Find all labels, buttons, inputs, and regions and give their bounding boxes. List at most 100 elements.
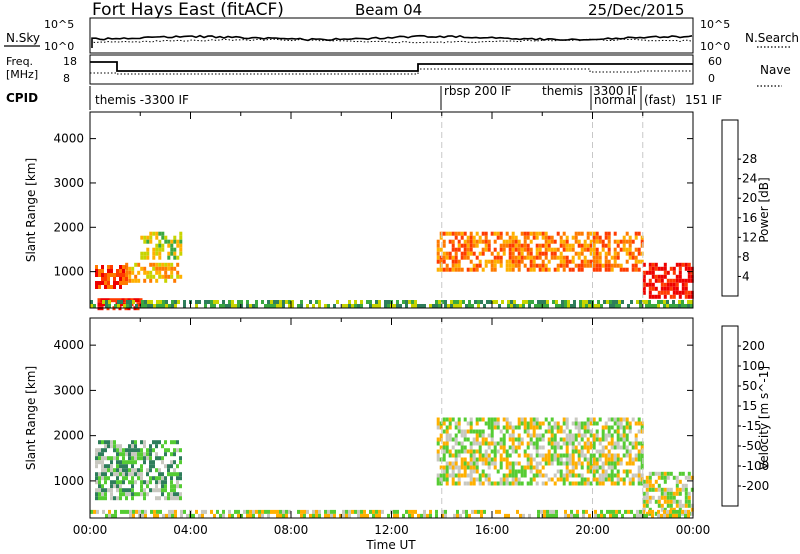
- heatmap-cell: [637, 477, 641, 482]
- heatmap-cell: [475, 255, 479, 260]
- heatmap-cell: [210, 300, 213, 304]
- heatmap-cell: [445, 251, 449, 256]
- heatmap-cell: [628, 441, 632, 446]
- heatmap-cell: [678, 479, 682, 484]
- heatmap-cell: [98, 440, 101, 445]
- heatmap-cell: [642, 507, 646, 512]
- heatmap-cell: [511, 243, 515, 248]
- heatmap-cell: [442, 421, 446, 426]
- heatmap-cell: [399, 304, 402, 308]
- heatmap-cell: [155, 247, 159, 252]
- heatmap-cell: [574, 417, 578, 422]
- heatmap-cell: [436, 473, 440, 478]
- heatmap-cell: [586, 445, 590, 450]
- heatmap-cell: [678, 290, 682, 295]
- heatmap-cell: [123, 509, 126, 514]
- heatmap-cell: [122, 480, 125, 485]
- heatmap-cell: [642, 509, 645, 514]
- heatmap-cell: [134, 468, 137, 473]
- heatmap-cell: [144, 509, 147, 514]
- heatmap-cell: [474, 509, 477, 514]
- heatmap-cell: [645, 479, 649, 484]
- heatmap-cell: [580, 243, 584, 248]
- heatmap-cell: [571, 235, 575, 240]
- heatmap-cell: [538, 445, 542, 450]
- heatmap-cell: [158, 468, 161, 473]
- heatmap-cell: [574, 421, 578, 426]
- colorbar-tick-label: -100: [742, 459, 769, 473]
- heatmap-cell: [559, 461, 563, 466]
- heatmap-cell: [125, 476, 128, 481]
- heatmap-cell: [493, 231, 497, 236]
- heatmap-cell: [222, 300, 225, 304]
- heatmap-cell: [577, 433, 581, 438]
- heatmap-cell: [258, 513, 261, 518]
- heatmap-cell: [576, 509, 579, 514]
- heatmap-cell: [535, 481, 539, 486]
- heatmap-cell: [123, 304, 126, 308]
- heatmap-cell: [499, 453, 503, 458]
- heatmap-cell: [582, 509, 585, 514]
- heatmap-cell: [468, 304, 471, 308]
- heatmap-cell: [571, 469, 575, 474]
- heatmap-cell: [690, 266, 694, 271]
- heatmap-cell: [146, 480, 149, 485]
- heatmap-cell: [586, 441, 590, 446]
- heatmap-cell: [291, 300, 294, 304]
- heatmap-cell: [642, 290, 646, 295]
- heatmap-cell: [451, 239, 455, 244]
- heatmap-cell: [442, 267, 446, 272]
- heatmap-cell: [598, 267, 602, 272]
- heatmap-cell: [574, 449, 578, 454]
- heatmap-cell: [669, 507, 673, 512]
- heatmap-cell: [663, 491, 667, 496]
- heatmap-cell: [648, 294, 652, 299]
- beam-label: Beam 04: [355, 1, 422, 19]
- heatmap-cell: [420, 513, 423, 518]
- heatmap-cell: [577, 421, 581, 426]
- heatmap-cell: [411, 304, 414, 308]
- heatmap-cell: [237, 304, 240, 308]
- heatmap-cell: [495, 509, 498, 514]
- heatmap-cell: [451, 259, 455, 264]
- heatmap-cell: [156, 509, 159, 514]
- heatmap-cell: [478, 259, 482, 264]
- cpid-segment: themis -3300 IF: [95, 93, 189, 107]
- heatmap-cell: [553, 267, 557, 272]
- heatmap-cell: [429, 509, 432, 514]
- heatmap-cell: [122, 472, 125, 477]
- heatmap-cell: [634, 267, 638, 272]
- heatmap-cell: [131, 488, 134, 493]
- heatmap-cell: [436, 247, 440, 252]
- heatmap-cell: [612, 300, 615, 304]
- heatmap-cell: [457, 473, 461, 478]
- heatmap-cell: [149, 480, 152, 485]
- heatmap-cell: [122, 460, 125, 465]
- heatmap-cell: [171, 513, 174, 518]
- heatmap-cell: [436, 417, 440, 422]
- heatmap-cell: [128, 278, 132, 283]
- heatmap-cell: [619, 477, 623, 482]
- heatmap-cell: [544, 453, 548, 458]
- heatmap-cell: [571, 457, 575, 462]
- heatmap-cell: [135, 304, 138, 308]
- heatmap-cell: [526, 461, 530, 466]
- heatmap-cell: [690, 270, 694, 275]
- heatmap-cell: [240, 304, 243, 308]
- heatmap-cell: [436, 267, 440, 272]
- heatmap-cell: [568, 437, 572, 442]
- heatmap-cell: [637, 251, 641, 256]
- heatmap-cell: [577, 243, 581, 248]
- heatmap-cell: [481, 469, 485, 474]
- heatmap-cell: [690, 294, 694, 299]
- heatmap-cell: [128, 480, 131, 485]
- heatmap-cell: [171, 509, 174, 514]
- heatmap-cell: [173, 235, 177, 240]
- heatmap-cell: [478, 263, 482, 268]
- heatmap-cell: [604, 243, 608, 248]
- heatmap-cell: [672, 513, 675, 518]
- heatmap-cell: [648, 266, 652, 271]
- heatmap-cell: [439, 477, 443, 482]
- heatmap-cell: [579, 300, 582, 304]
